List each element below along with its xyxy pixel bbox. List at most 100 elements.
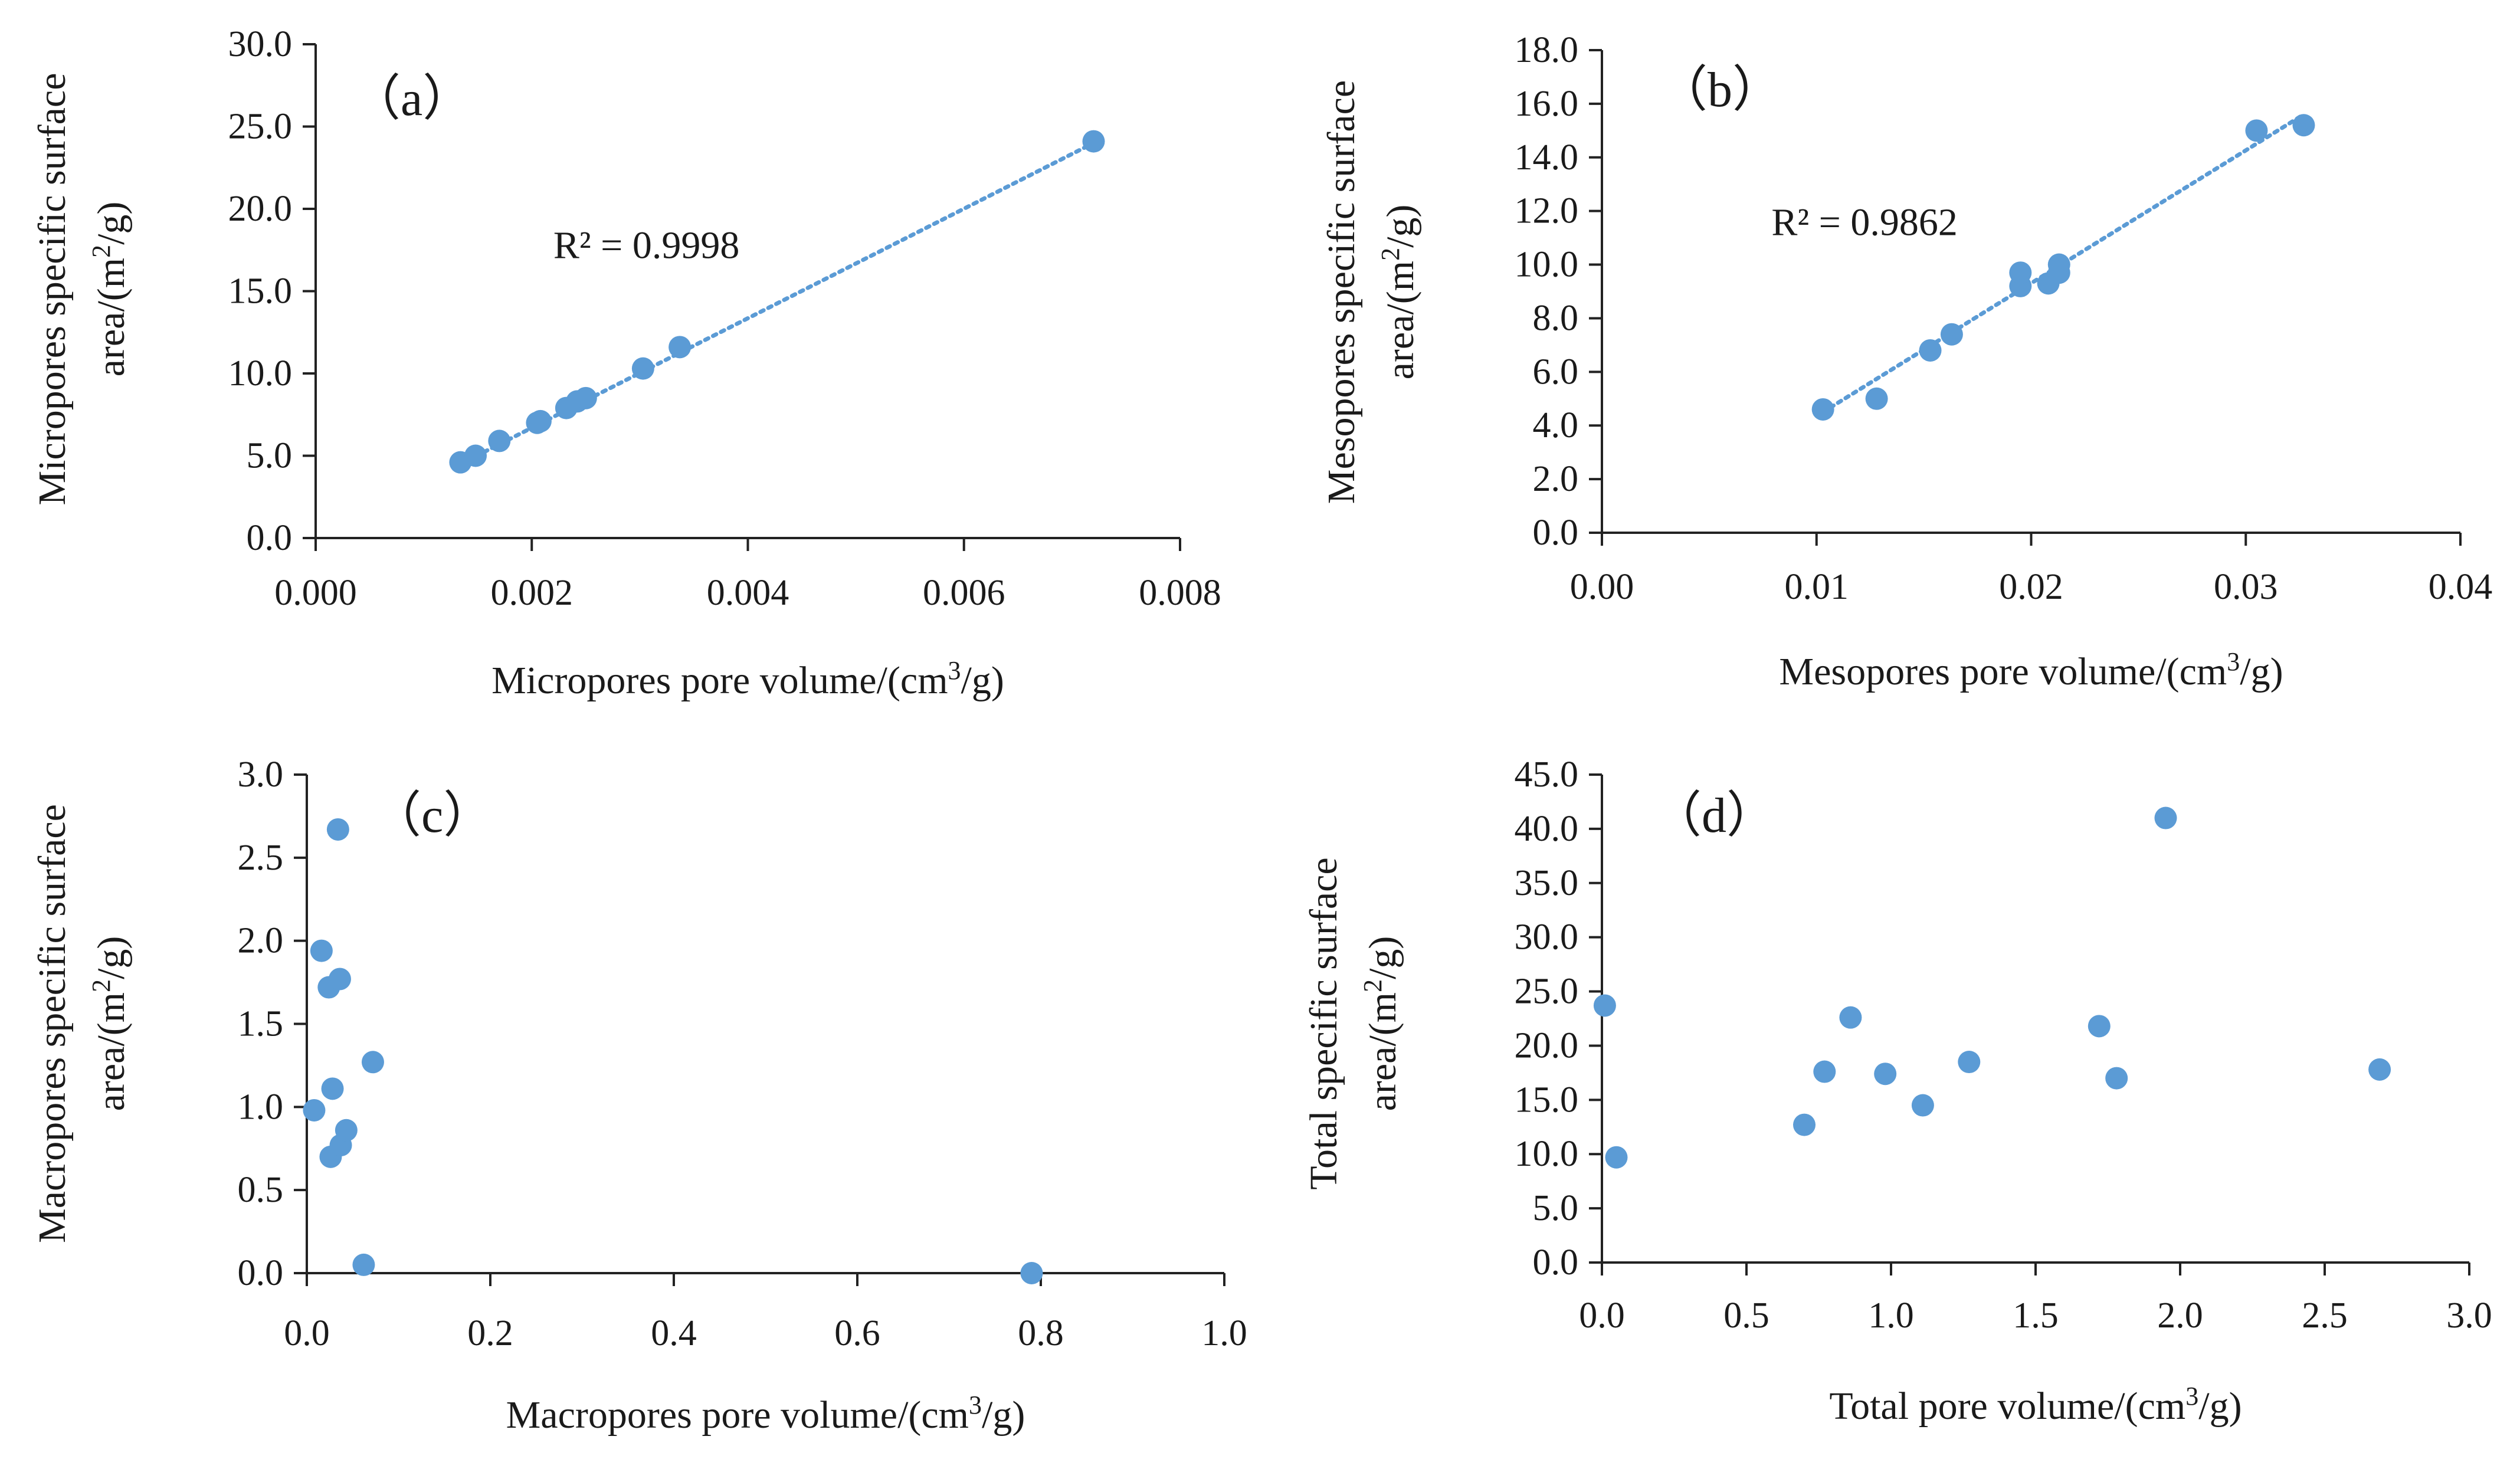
panel-a-y-axis-title-line2: area/(m2/g) <box>87 202 133 377</box>
panel-c-y-axis-title-line1: Macropores specific surface <box>31 804 74 1243</box>
panel-d-y-tick-label: 35.0 <box>1515 863 1579 903</box>
panel-d-data-point <box>1793 1113 1816 1136</box>
panel-b-r2-label: R² = 0.9862 <box>1771 201 1958 244</box>
panel-d-data-point <box>1839 1006 1862 1029</box>
panel-d-data-point <box>2368 1058 2391 1081</box>
panel-c-data-point <box>335 1119 358 1142</box>
panel-b-y-axis-title-line1: Mesopores specific surface <box>1320 80 1363 504</box>
panel-d-y-tick-label: 0.0 <box>1533 1242 1579 1283</box>
panel-b-label: （b） <box>1658 63 1782 117</box>
panel-d-y-tick-label: 20.0 <box>1515 1025 1579 1065</box>
panel-c-data-point <box>352 1253 375 1276</box>
panel-b-y-tick-label: 16.0 <box>1515 84 1579 124</box>
panel-b-x-tick-label: 0.04 <box>2429 567 2493 607</box>
panel-b-y-tick-label: 6.0 <box>1533 352 1579 392</box>
panel-c-data-point <box>1020 1262 1043 1284</box>
panel-d-data-point <box>1874 1063 1897 1086</box>
panel-b-data-point <box>2245 119 2268 142</box>
panel-a-data-point <box>668 336 692 359</box>
panel-a-y-tick-label: 5.0 <box>247 436 293 476</box>
panel-c-y-tick-label: 0.5 <box>238 1170 284 1210</box>
panel-c-x-tick-label: 0.4 <box>651 1313 697 1353</box>
panel-d-data-point <box>2105 1067 2128 1090</box>
panel-a-data-point <box>464 444 487 467</box>
panel-b-y-tick-label: 10.0 <box>1515 245 1579 285</box>
panel-b-y-tick-label: 12.0 <box>1515 191 1579 231</box>
panel-a-data-point <box>529 409 552 432</box>
panel-a-y-tick-label: 30.0 <box>228 24 293 64</box>
panel-c-data-point <box>326 818 349 841</box>
panel-c-data-point <box>361 1051 384 1074</box>
panel-d-y-tick-label: 15.0 <box>1515 1080 1579 1120</box>
panel-c-label: （c） <box>372 788 493 843</box>
panel-b-mesopores: 0.0 2.0 4.0 6.0 8.0 10.0 12.0 14.0 16.0 18.0 0.00 0… <box>1320 30 2492 693</box>
panel-b-data-point <box>1919 339 1942 362</box>
panel-a-r2-label: R² = 0.9998 <box>553 224 740 267</box>
panel-a-y-tick-label: 25.0 <box>228 107 293 147</box>
panel-d-x-tick-label: 0.5 <box>1723 1296 1769 1336</box>
panel-c-data-point <box>328 968 351 991</box>
panel-c-y-tick-label: 0.0 <box>238 1253 284 1293</box>
panel-d-x-tick-label: 1.5 <box>2013 1296 2059 1336</box>
panel-b-y-axis-title-line2: area/(m2/g) <box>1376 205 1423 380</box>
panel-a-trendline <box>458 140 1096 466</box>
panel-b-x-tick-label: 0.00 <box>1570 567 1634 607</box>
panel-b-data-point <box>1811 398 1834 421</box>
panel-a-y-tick-label: 10.0 <box>228 353 293 394</box>
panel-b-data-point <box>2292 114 2315 137</box>
panel-a-x-tick-label: 0.008 <box>1139 573 1221 613</box>
panel-a-data-point <box>1082 130 1105 153</box>
panel-c-x-tick-label: 0.6 <box>834 1313 880 1353</box>
panel-d-data-point <box>1911 1094 1934 1117</box>
panel-c-data-point <box>303 1099 326 1122</box>
panel-a-x-tick-label: 0.004 <box>707 573 789 613</box>
panel-d-data-point <box>1813 1060 1836 1083</box>
panel-b-x-tick-label: 0.03 <box>2214 567 2278 607</box>
panel-c-data-point <box>310 939 333 962</box>
panel-c-macropores: 0.0 0.5 1.0 1.5 2.0 2.5 3.0 0.0 0.2 0.4 0.6 0.8 1.0 （… <box>31 755 1247 1437</box>
panel-a-x-tick-label: 0.000 <box>274 573 357 613</box>
panel-d-x-axis-title: Total pore volume/(cm3/g) <box>1829 1382 2242 1428</box>
panel-c-y-tick-label: 3.0 <box>238 755 284 795</box>
panel-d-total: 0.0 5.0 10.0 15.0 20.0 25.0 30.0 35.0 40.0 45.0 0.… <box>1302 755 2492 1428</box>
panel-a-micropores: 0.0 5.0 10.0 15.0 20.0 25.0 30.0 0.000 0.002 0.00… <box>31 24 1221 702</box>
panel-a-y-tick-label: 20.0 <box>228 189 293 229</box>
panel-b-data-point <box>1865 387 1888 410</box>
panel-d-x-tick-label: 1.0 <box>1868 1296 1914 1336</box>
panel-a-data-point <box>574 386 597 409</box>
panel-c-x-tick-label: 0.0 <box>284 1313 330 1353</box>
panel-b-y-tick-label: 0.0 <box>1533 513 1579 553</box>
panel-d-x-tick-label: 2.0 <box>2157 1296 2203 1336</box>
panel-c-x-tick-label: 0.2 <box>467 1313 513 1353</box>
panel-b-y-tick-label: 4.0 <box>1533 405 1579 445</box>
panel-b-data-point <box>2047 253 2070 276</box>
panel-b-y-tick-label: 2.0 <box>1533 459 1579 499</box>
panel-d-y-tick-label: 30.0 <box>1515 917 1579 958</box>
panel-a-data-point <box>631 357 654 380</box>
panel-a-data-point <box>488 429 511 452</box>
panel-b-x-tick-label: 0.02 <box>1999 567 2063 607</box>
panel-d-data-point <box>2088 1015 2111 1038</box>
panel-d-y-tick-label: 25.0 <box>1515 972 1579 1012</box>
panel-b-y-tick-label: 14.0 <box>1515 137 1579 178</box>
panel-b-y-tick-label: 18.0 <box>1515 30 1579 70</box>
panel-c-y-tick-label: 1.5 <box>238 1004 284 1044</box>
panel-d-y-tick-label: 45.0 <box>1515 755 1579 795</box>
panel-d-data-point <box>1958 1051 1981 1074</box>
panel-c-y-tick-label: 1.0 <box>238 1087 284 1127</box>
panel-c-y-tick-label: 2.0 <box>238 921 284 961</box>
panel-a-y-tick-label: 0.0 <box>247 518 293 558</box>
panel-c-x-tick-label: 1.0 <box>1201 1313 1247 1353</box>
panel-b-x-tick-label: 0.01 <box>1785 567 1849 607</box>
panel-d-data-point <box>2154 806 2177 829</box>
panel-c-x-axis-title: Macropores pore volume/(cm3/g) <box>506 1391 1025 1437</box>
panel-a-label: （a） <box>351 71 472 126</box>
panel-d-x-tick-label: 2.5 <box>2302 1296 2348 1336</box>
panel-b-data-point <box>2009 261 2032 284</box>
panel-b-x-axis-title: Mesopores pore volume/(cm3/g) <box>1779 647 2283 694</box>
panel-a-x-tick-label: 0.002 <box>491 573 574 613</box>
panel-d-data-point <box>1593 994 1616 1017</box>
panel-c-data-point <box>321 1077 344 1100</box>
panel-d-y-axis-title-line2: area/(m2/g) <box>1358 936 1405 1111</box>
